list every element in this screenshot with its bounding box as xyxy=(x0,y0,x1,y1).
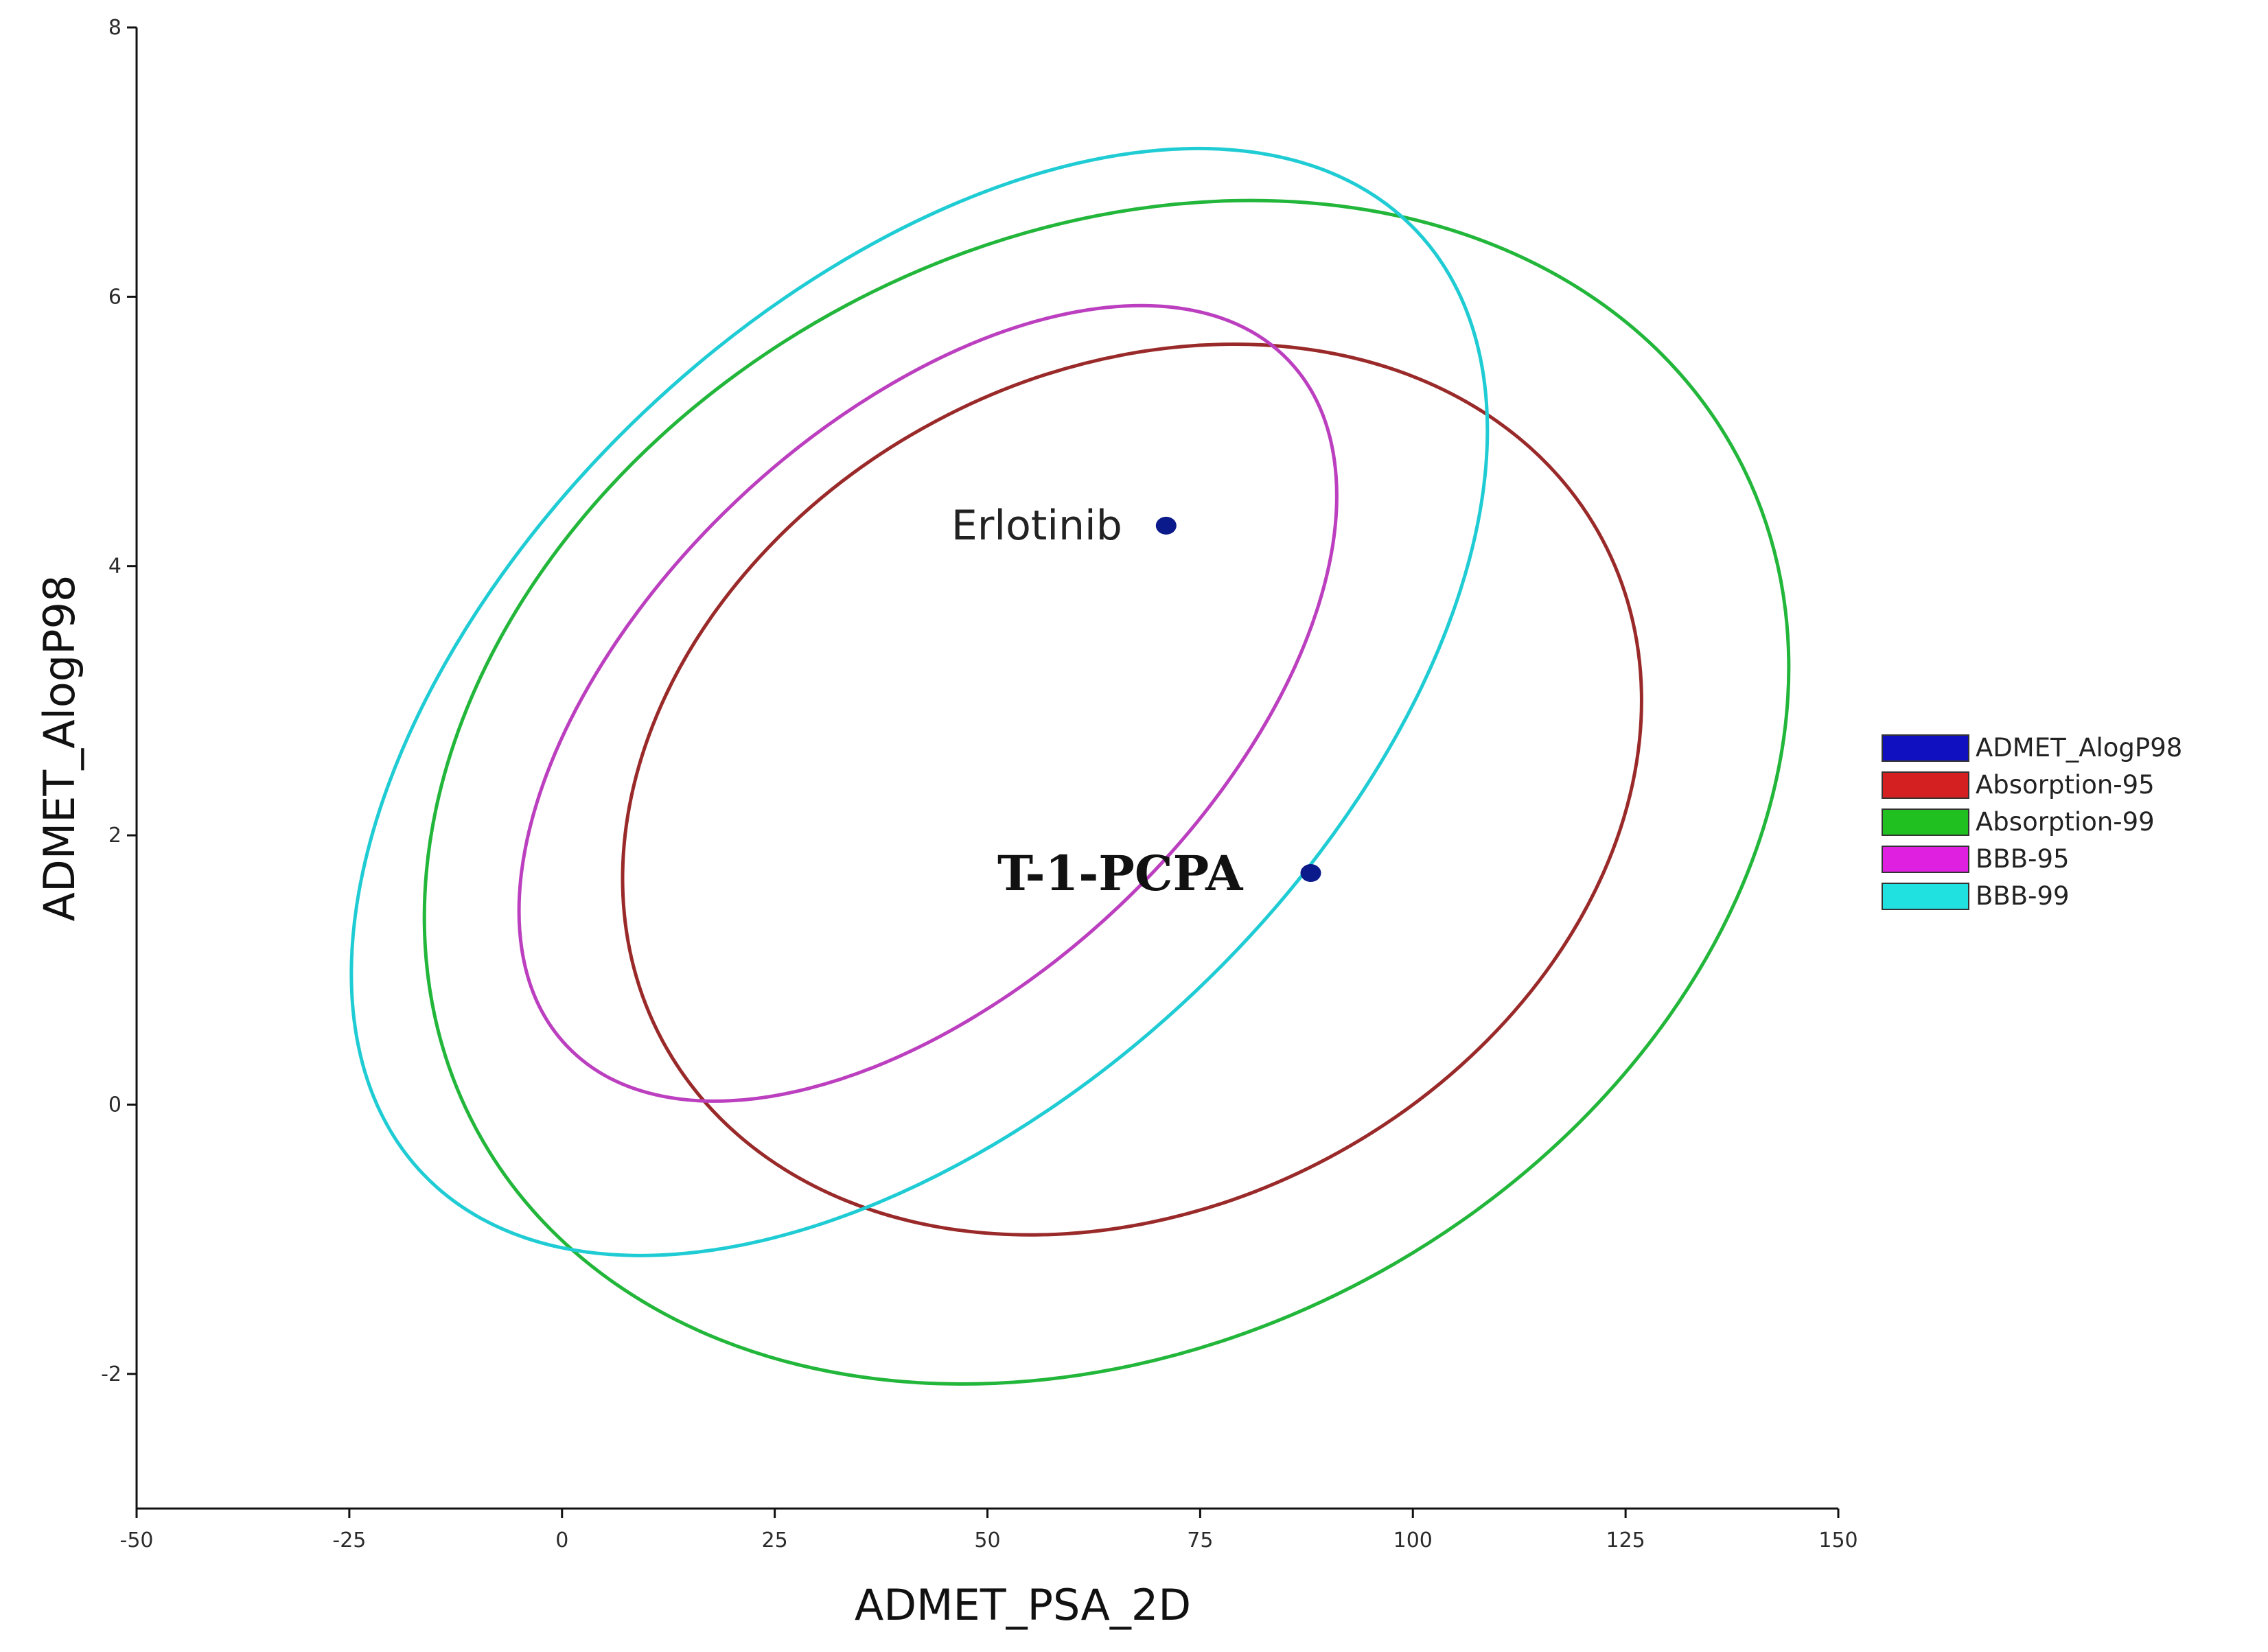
y-tick-label: 0 xyxy=(108,1093,121,1117)
ellipses-layer xyxy=(349,146,1791,1386)
axes-layer: -50 -25 0 25 50 75 100 125 150 -2 0 2 4 6 8 xyxy=(101,16,1858,1552)
y-axis-title: ADMET_AlogP98 xyxy=(34,575,84,922)
y-tick-label: 8 xyxy=(108,16,121,40)
legend-swatch xyxy=(1882,734,1969,762)
x-tick-label: 150 xyxy=(1818,1528,1858,1552)
x-tick-label: -50 xyxy=(120,1528,154,1552)
legend-swatch xyxy=(1882,883,1969,910)
x-tick-label: 0 xyxy=(555,1528,568,1552)
y-tick-label: -2 xyxy=(101,1362,121,1386)
legend-swatch xyxy=(1882,846,1969,873)
data-point-t-1-pcpa xyxy=(1300,864,1321,883)
legend-entry: BBB-95 xyxy=(1976,844,2070,874)
x-tick-label: 25 xyxy=(762,1528,788,1552)
legend-swatch xyxy=(1882,808,1969,836)
data-point-erlotinib xyxy=(1155,516,1177,535)
point-label-t-1-pcpa: T-1-PCPA xyxy=(997,845,1244,902)
y-tick-label: 6 xyxy=(108,285,121,309)
y-tick-label: 2 xyxy=(108,824,121,848)
legend-entry: ADMET_AlogP98 xyxy=(1976,733,2182,763)
x-tick-label: 125 xyxy=(1606,1528,1645,1552)
points-layer: Erlotinib T-1-PCPA xyxy=(951,502,1321,902)
legend-entry: Absorption-99 xyxy=(1976,807,2155,837)
ellipse-bbb-99 xyxy=(349,146,1490,1257)
x-tick-label: 75 xyxy=(1187,1528,1213,1552)
point-label-erlotinib: Erlotinib xyxy=(951,502,1122,550)
ellipse-bbb-95 xyxy=(517,303,1339,1103)
x-tick-label: -25 xyxy=(332,1528,366,1552)
legend: ADMET_AlogP98 Absorption-95 Absorption-99 B… xyxy=(1882,733,2182,911)
legend-entry: Absorption-95 xyxy=(1976,770,2155,800)
legend-entry: BBB-99 xyxy=(1976,881,2070,911)
legend-swatch xyxy=(1882,771,1969,799)
ellipse-absorption-99 xyxy=(422,198,1791,1386)
x-axis-title: ADMET_PSA_2D xyxy=(855,1580,1191,1630)
ellipse-absorption-95 xyxy=(621,342,1643,1237)
x-tick-label: 100 xyxy=(1393,1528,1433,1552)
y-tick-label: 4 xyxy=(108,555,121,579)
x-tick-label: 50 xyxy=(974,1528,1000,1552)
